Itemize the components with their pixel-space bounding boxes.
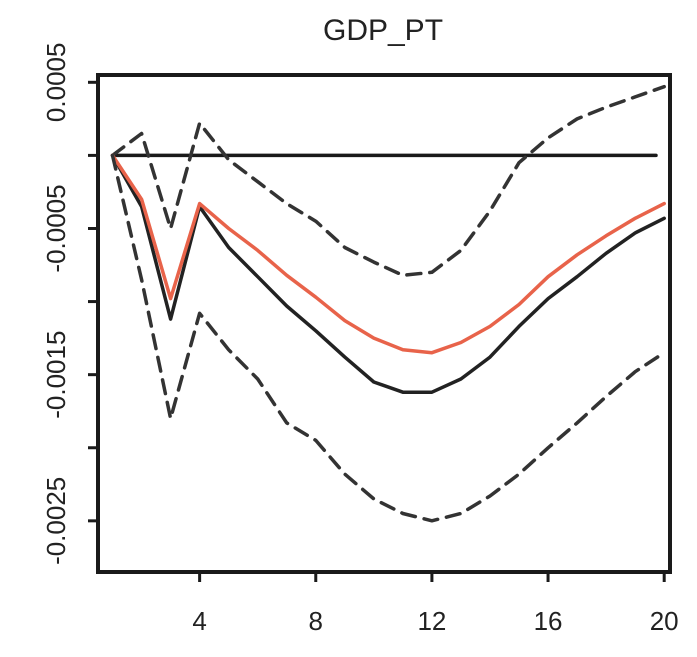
- series-lower-band: [110, 153, 666, 523]
- y-tick-label: 0.0005: [41, 43, 71, 123]
- x-tick-label: 4: [192, 606, 206, 636]
- series-mean: [110, 153, 666, 355]
- y-tick-label: -0.0015: [41, 331, 71, 419]
- x-tick-label: 20: [650, 606, 679, 636]
- series-upper-band: [110, 84, 666, 278]
- y-axis: 0.0005 -0.0005 -0.0015 -0.0025: [41, 43, 98, 565]
- series-median: [110, 153, 666, 394]
- x-tick-label: 12: [417, 606, 446, 636]
- x-tick-label: 8: [309, 606, 323, 636]
- plot-frame: [96, 73, 672, 574]
- y-tick-label: -0.0005: [41, 184, 71, 272]
- x-tick-label: 16: [534, 606, 563, 636]
- x-axis: 4 8 12 16 20: [192, 572, 679, 636]
- chart-title: GDP_PT: [323, 14, 443, 47]
- series-layer: [110, 84, 666, 523]
- y-tick-label: -0.0025: [41, 477, 71, 565]
